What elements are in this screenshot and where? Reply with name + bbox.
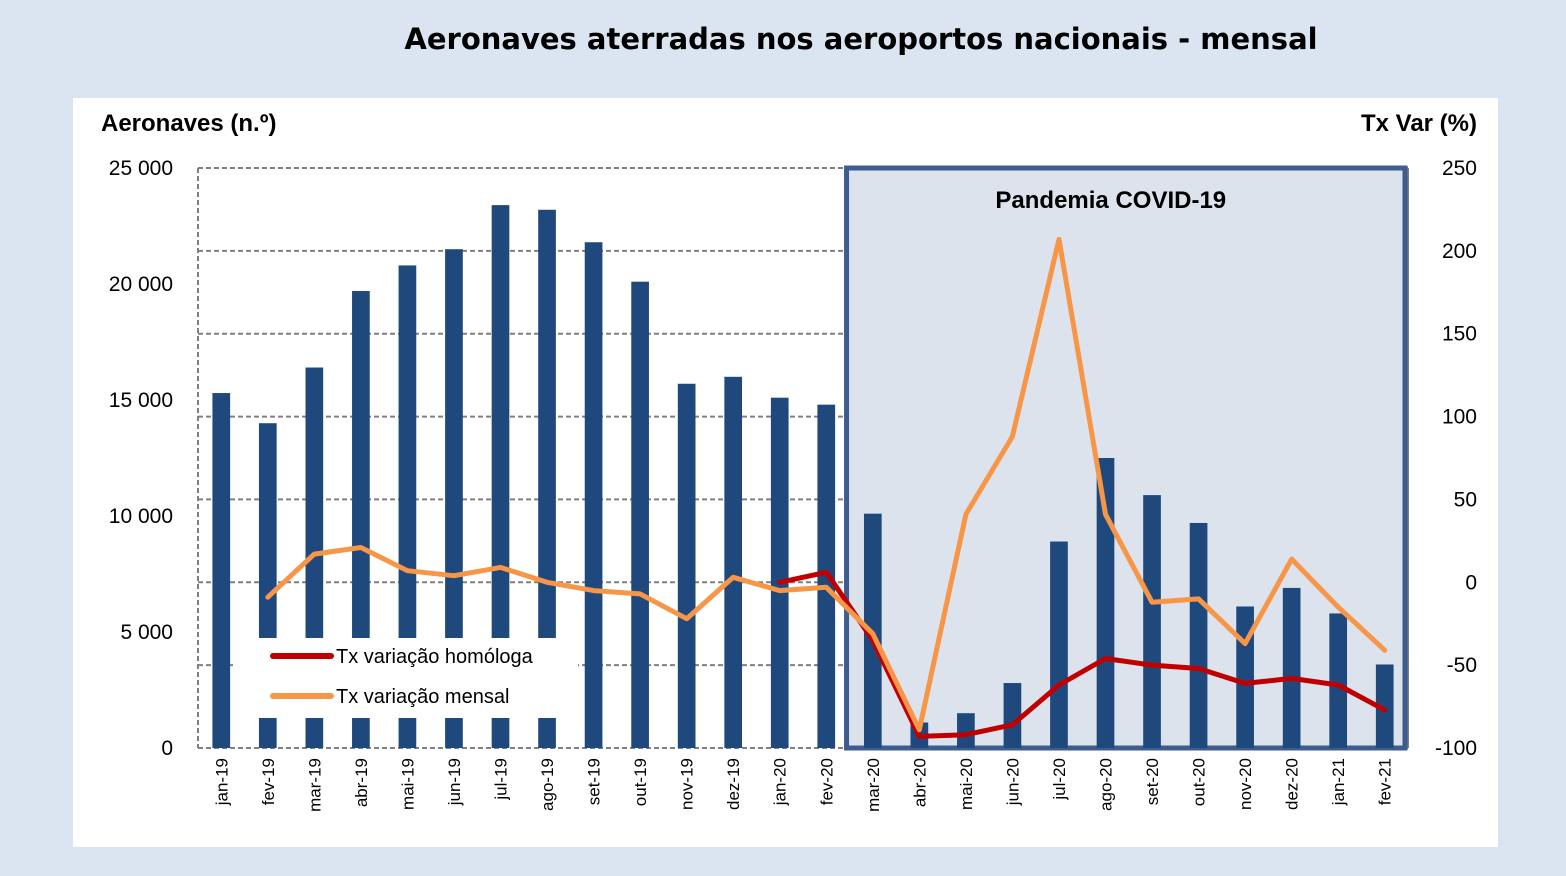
- right-tick-label: -100: [1435, 737, 1477, 760]
- x-tick-label: set-20: [1143, 758, 1162, 805]
- bar: [1282, 587, 1301, 748]
- x-tick-label: ago-20: [1097, 758, 1116, 811]
- x-tick-label: jul-19: [492, 758, 511, 801]
- x-tick-label: out-19: [631, 758, 650, 806]
- right-tick-label: 200: [1442, 240, 1477, 263]
- x-tick-label: set-19: [585, 758, 604, 805]
- x-tick-label: fev-19: [259, 758, 278, 805]
- covid-highlight-box: [844, 165, 1408, 751]
- covid-annotation: Pandemia COVID-19: [995, 187, 1226, 214]
- y-axis-label-right: Tx Var (%): [1361, 110, 1477, 137]
- bar: [398, 265, 417, 748]
- right-tick-label: 0: [1465, 571, 1477, 594]
- x-tick-label: mai-20: [957, 758, 976, 810]
- x-tick-label: jan-21: [1329, 758, 1348, 806]
- legend-label: Tx variação mensal: [336, 686, 509, 708]
- x-tick-label: jan-20: [771, 758, 790, 806]
- bar: [1189, 522, 1208, 748]
- bar: [1375, 664, 1394, 748]
- bar: [1329, 613, 1348, 748]
- x-axis-ticks: jan-19 fev-19 mar-19 abr-19 mai-19 jun-19 jul-…: [212, 758, 1394, 812]
- x-tick-label: nov-19: [678, 758, 697, 810]
- bar: [212, 393, 231, 748]
- left-tick-label: 25 000: [109, 157, 173, 180]
- left-axis-ticks: 25 000 20 000 15 000 10 000 5 000 0: [109, 157, 173, 760]
- legend: Tx variação homóloga Tx variação mensal: [233, 638, 578, 718]
- x-tick-label: dez-20: [1283, 758, 1302, 810]
- chart-title: Aeronaves aterradas nos aeroportos nacio…: [404, 22, 1318, 56]
- bar: [584, 242, 603, 749]
- x-tick-label: ago-19: [538, 758, 557, 811]
- right-tick-label: 100: [1442, 406, 1477, 429]
- x-tick-label: fev-21: [1376, 758, 1395, 805]
- x-tick-label: jul-20: [1050, 758, 1069, 801]
- x-tick-label: jun-20: [1003, 758, 1022, 806]
- left-tick-label: 5 000: [120, 621, 173, 644]
- left-tick-label: 15 000: [109, 389, 173, 412]
- combo-chart: Aeronaves (n.º) Tx Var (%) 25 000 20 000 1…: [101, 110, 1477, 812]
- bar: [1003, 683, 1022, 748]
- right-tick-label: -50: [1447, 654, 1477, 677]
- series-line-1: [265, 236, 1388, 733]
- bar: [491, 205, 510, 748]
- bar: [1143, 495, 1161, 748]
- x-tick-label: dez-19: [724, 758, 743, 810]
- right-tick-label: 50: [1454, 488, 1477, 511]
- bar: [957, 713, 975, 748]
- right-tick-label: 150: [1442, 323, 1477, 346]
- left-tick-label: 20 000: [109, 273, 173, 296]
- left-tick-label: 10 000: [109, 505, 173, 528]
- right-axis-ticks: 250 200 150 100 50 0 -50 -100: [1435, 157, 1477, 760]
- bar: [445, 249, 463, 748]
- x-tick-label: fev-20: [817, 758, 836, 805]
- x-tick-label: mai-19: [398, 758, 417, 810]
- legend-background: [233, 638, 578, 718]
- x-tick-label: mar-20: [864, 758, 883, 812]
- bar: [677, 383, 696, 748]
- x-tick-label: jun-19: [445, 758, 464, 806]
- legend-label: Tx variação homóloga: [336, 646, 534, 668]
- bar: [352, 290, 370, 748]
- bar: [1096, 458, 1115, 748]
- bar: [724, 376, 743, 748]
- x-tick-label: jan-19: [212, 758, 231, 806]
- x-tick-label: mar-19: [305, 758, 324, 812]
- x-tick-label: abr-19: [352, 758, 371, 807]
- bar: [770, 397, 789, 748]
- lines-group: [265, 236, 1388, 739]
- bar: [631, 281, 649, 748]
- x-tick-label: nov-20: [1236, 758, 1255, 810]
- series-line-0: [777, 569, 1388, 739]
- bar: [538, 209, 556, 748]
- bar: [1050, 541, 1068, 748]
- y-axis-label-left: Aeronaves (n.º): [101, 110, 276, 137]
- x-tick-label: abr-20: [910, 758, 929, 807]
- x-tick-label: out-20: [1190, 758, 1209, 806]
- right-tick-label: 250: [1442, 157, 1477, 180]
- chart-panel: Aeronaves (n.º) Tx Var (%) 25 000 20 000 1…: [73, 98, 1498, 847]
- left-tick-label: 0: [161, 737, 173, 760]
